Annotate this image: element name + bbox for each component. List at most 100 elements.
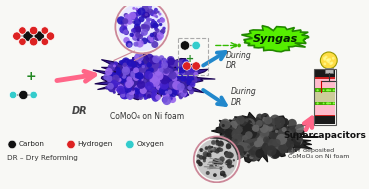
Circle shape bbox=[152, 23, 158, 29]
Circle shape bbox=[131, 57, 139, 66]
Circle shape bbox=[255, 121, 263, 129]
Circle shape bbox=[252, 128, 255, 130]
Circle shape bbox=[162, 58, 165, 61]
Circle shape bbox=[276, 134, 287, 145]
Circle shape bbox=[122, 74, 127, 79]
Circle shape bbox=[224, 151, 229, 156]
Circle shape bbox=[67, 140, 75, 149]
Circle shape bbox=[155, 94, 161, 100]
Circle shape bbox=[323, 58, 326, 61]
Circle shape bbox=[142, 24, 147, 28]
Circle shape bbox=[236, 151, 244, 159]
Circle shape bbox=[193, 72, 199, 77]
Circle shape bbox=[123, 61, 129, 67]
Circle shape bbox=[156, 32, 164, 40]
Circle shape bbox=[134, 24, 140, 30]
Circle shape bbox=[163, 96, 168, 101]
Circle shape bbox=[178, 93, 184, 98]
Circle shape bbox=[125, 140, 134, 149]
Circle shape bbox=[137, 8, 145, 15]
Circle shape bbox=[234, 139, 238, 142]
Circle shape bbox=[130, 33, 134, 37]
Circle shape bbox=[290, 137, 301, 147]
Bar bbox=[315, 116, 335, 124]
Circle shape bbox=[260, 125, 270, 135]
Circle shape bbox=[118, 88, 123, 92]
Circle shape bbox=[255, 149, 264, 158]
Circle shape bbox=[111, 64, 117, 71]
Circle shape bbox=[137, 60, 144, 67]
Bar bbox=[315, 79, 335, 88]
Circle shape bbox=[225, 125, 234, 134]
Circle shape bbox=[255, 121, 263, 129]
Circle shape bbox=[238, 125, 241, 128]
Circle shape bbox=[224, 139, 230, 145]
Circle shape bbox=[148, 67, 154, 73]
Circle shape bbox=[144, 96, 147, 100]
Circle shape bbox=[125, 63, 132, 70]
Circle shape bbox=[132, 20, 135, 24]
Circle shape bbox=[180, 71, 186, 77]
Circle shape bbox=[333, 102, 335, 104]
Circle shape bbox=[134, 85, 143, 93]
Circle shape bbox=[268, 119, 271, 122]
Circle shape bbox=[152, 55, 160, 63]
Circle shape bbox=[135, 73, 141, 79]
Circle shape bbox=[121, 23, 124, 26]
Circle shape bbox=[242, 119, 252, 130]
Circle shape bbox=[183, 62, 190, 69]
Circle shape bbox=[134, 88, 142, 96]
Circle shape bbox=[219, 136, 228, 146]
Circle shape bbox=[126, 76, 132, 83]
Circle shape bbox=[198, 162, 203, 166]
Circle shape bbox=[272, 144, 283, 156]
Circle shape bbox=[129, 12, 136, 20]
Circle shape bbox=[189, 72, 195, 78]
Circle shape bbox=[135, 11, 141, 17]
Circle shape bbox=[248, 152, 258, 162]
Circle shape bbox=[293, 136, 303, 146]
Circle shape bbox=[256, 135, 265, 145]
Circle shape bbox=[140, 87, 147, 94]
Circle shape bbox=[284, 139, 294, 149]
Circle shape bbox=[142, 92, 146, 97]
Circle shape bbox=[173, 71, 179, 77]
Circle shape bbox=[286, 140, 294, 148]
Circle shape bbox=[146, 35, 155, 43]
Circle shape bbox=[122, 87, 128, 93]
Circle shape bbox=[229, 121, 238, 129]
Circle shape bbox=[144, 89, 152, 97]
Circle shape bbox=[234, 44, 237, 47]
Circle shape bbox=[154, 79, 162, 88]
Circle shape bbox=[284, 119, 288, 122]
Circle shape bbox=[150, 78, 156, 84]
Circle shape bbox=[130, 61, 136, 67]
Circle shape bbox=[160, 75, 169, 84]
Circle shape bbox=[270, 115, 280, 125]
Circle shape bbox=[159, 66, 167, 74]
Circle shape bbox=[220, 173, 223, 176]
Circle shape bbox=[283, 145, 291, 153]
Circle shape bbox=[251, 129, 260, 138]
Circle shape bbox=[154, 34, 161, 41]
Circle shape bbox=[127, 62, 134, 69]
Circle shape bbox=[263, 136, 270, 143]
Circle shape bbox=[244, 123, 254, 133]
Circle shape bbox=[159, 55, 164, 61]
Circle shape bbox=[124, 14, 131, 21]
Circle shape bbox=[148, 72, 155, 79]
Circle shape bbox=[187, 68, 194, 75]
Circle shape bbox=[327, 89, 329, 91]
Text: Supercapacitors: Supercapacitors bbox=[284, 131, 366, 140]
Circle shape bbox=[124, 84, 132, 93]
Circle shape bbox=[158, 79, 167, 88]
Circle shape bbox=[156, 59, 161, 64]
Circle shape bbox=[213, 158, 219, 164]
Circle shape bbox=[138, 77, 144, 82]
Text: Oxygen: Oxygen bbox=[137, 142, 164, 147]
Circle shape bbox=[113, 83, 118, 88]
Circle shape bbox=[287, 119, 297, 128]
Circle shape bbox=[189, 66, 198, 74]
Circle shape bbox=[135, 88, 145, 97]
Circle shape bbox=[155, 60, 163, 68]
